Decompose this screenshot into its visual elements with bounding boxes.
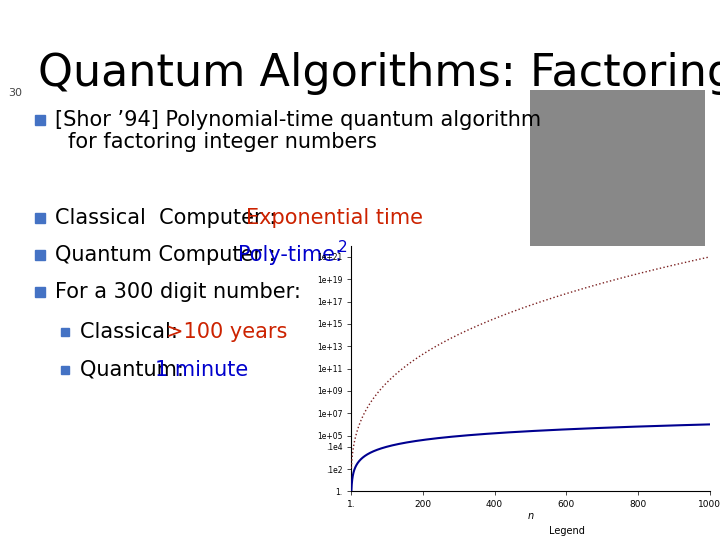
Text: for factoring integer numbers: for factoring integer numbers xyxy=(68,132,377,152)
Text: Quantum:: Quantum: xyxy=(80,360,191,380)
Text: Exponential time: Exponential time xyxy=(246,208,423,228)
X-axis label: $n$: $n$ xyxy=(527,511,534,521)
Text: Legend: Legend xyxy=(549,526,585,536)
Text: Classical  Computer :: Classical Computer : xyxy=(55,208,283,228)
Text: [Shor ’94] Polynomial-time quantum algorithm: [Shor ’94] Polynomial-time quantum algor… xyxy=(55,110,541,130)
Text: 30: 30 xyxy=(8,88,22,98)
Text: 2: 2 xyxy=(338,240,348,255)
Text: Quantum Algorithms: Factoring: Quantum Algorithms: Factoring xyxy=(38,52,720,95)
Text: Classical:: Classical: xyxy=(80,322,184,342)
Text: >100 years: >100 years xyxy=(166,322,287,342)
Text: Poly-time:  n: Poly-time: n xyxy=(238,245,369,265)
Text: For a 300 digit number:: For a 300 digit number: xyxy=(55,282,301,302)
Text: Quantum Computer :: Quantum Computer : xyxy=(55,245,282,265)
Text: 1 minute: 1 minute xyxy=(155,360,248,380)
Bar xyxy=(530,90,705,285)
